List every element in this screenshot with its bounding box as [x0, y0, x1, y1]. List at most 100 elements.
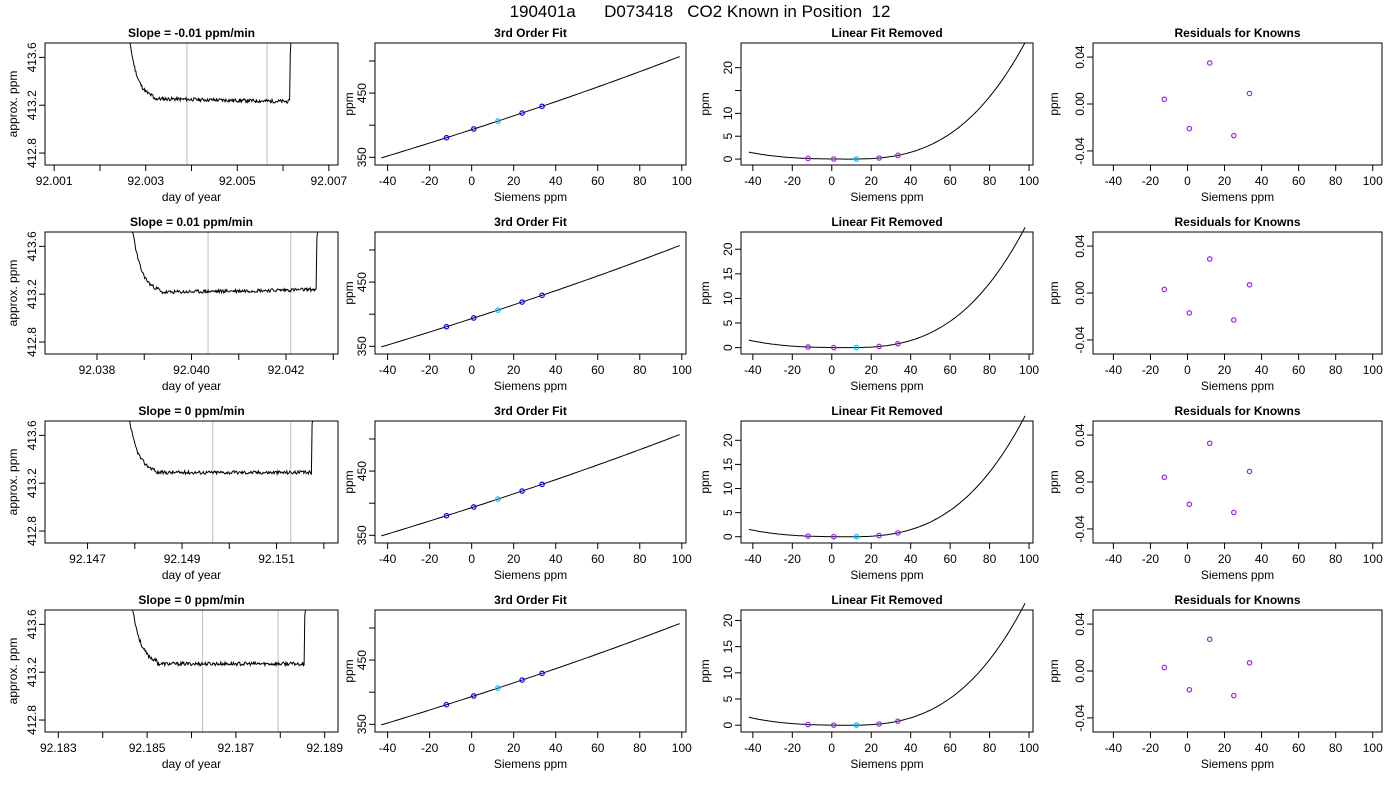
x-axis-label: Siemens ppm [494, 568, 567, 582]
x-axis-label: Siemens ppm [1201, 757, 1274, 771]
data-point [1161, 664, 1168, 671]
panel-title: Linear Fit Removed [831, 26, 942, 40]
y-axis-label: ppm [1047, 470, 1061, 493]
y-tick-label: 0.00 [1073, 92, 1087, 116]
x-tick-label: 92.040 [173, 363, 210, 377]
data-point [830, 344, 837, 351]
x-tick-label: -20 [784, 174, 802, 188]
x-tick-label: -40 [379, 174, 397, 188]
x-axis-label: day of year [162, 757, 221, 771]
panel-title: 3rd Order Fit [494, 26, 567, 40]
y-tick-label: 5 [721, 695, 735, 702]
panel-title: Residuals for Knowns [1174, 593, 1300, 607]
data-point [895, 530, 901, 536]
x-tick-label: 20 [865, 174, 879, 188]
x-tick-label: -20 [421, 363, 439, 377]
y-tick-label: 412.8 [25, 516, 39, 546]
plot-frame [374, 609, 687, 733]
x-tick-label: 80 [1329, 363, 1343, 377]
x-tick-label: 60 [1292, 174, 1306, 188]
data-point [853, 722, 860, 728]
x-tick-label: 100 [1363, 363, 1383, 377]
x-tick-label: -20 [1142, 552, 1160, 566]
x-tick-label: 92.183 [40, 741, 77, 755]
y-tick-label: 15 [721, 640, 735, 654]
data-point [830, 722, 837, 728]
x-tick-label: 80 [983, 174, 997, 188]
x-tick-label: 92.003 [127, 174, 164, 188]
y-tick-label: 0 [721, 722, 735, 729]
y-tick-label: 413.2 [25, 468, 39, 498]
x-tick-label: -20 [784, 363, 802, 377]
y-axis-label: ppm [342, 281, 356, 304]
x-tick-label: -20 [1142, 174, 1160, 188]
y-tick-label: 412.8 [25, 138, 39, 168]
data-point [1246, 468, 1253, 475]
data-point [443, 323, 450, 330]
x-tick-label: 60 [591, 174, 605, 188]
y-tick-label: 350 [355, 525, 369, 545]
x-axis-label: day of year [162, 379, 221, 393]
y-axis-label: ppm [342, 659, 356, 682]
residuals-panel: -40 -20 0 20 40 60 80 100 -0.04 0.00 0.04 Residuals… [1047, 26, 1383, 204]
linfit-panel: -40 -20 0 20 40 60 80 100 0 5 10 15 20 Linear Fit Rem… [698, 404, 1039, 582]
x-tick-label: -40 [379, 741, 397, 755]
x-axis-label: Siemens ppm [494, 190, 567, 204]
plot-frame [44, 609, 339, 733]
y-tick-label: 450 [355, 461, 369, 481]
plot-frame [1092, 420, 1383, 544]
x-tick-label: 80 [633, 363, 647, 377]
y-axis-label: ppm [698, 659, 712, 682]
figure-title: 190401a D073418 CO2 Known in Position 12 [509, 2, 891, 21]
y-tick-label: 0.04 [1073, 234, 1087, 258]
x-tick-label: 20 [1218, 363, 1232, 377]
plot-frame [44, 420, 339, 544]
x-axis-label: Siemens ppm [494, 379, 567, 393]
data-point [495, 118, 501, 124]
data-point [895, 152, 901, 159]
y-tick-label: 412.8 [25, 705, 39, 735]
y-tick-label: 413.6 [25, 609, 39, 639]
panel-title: Slope = 0.01 ppm/min [130, 215, 253, 229]
x-tick-label: 40 [904, 363, 918, 377]
panel-title: Linear Fit Removed [831, 215, 942, 229]
y-tick-label: -0.04 [1073, 515, 1087, 543]
y-tick-label: 20 [721, 613, 735, 627]
y-tick-label: 15 [721, 457, 735, 471]
fit-panel: -40 -20 0 20 40 60 80 100 350 450 3rd Order Fit Sie… [342, 593, 692, 771]
x-tick-label: -40 [1105, 363, 1123, 377]
data-point [895, 340, 901, 347]
x-tick-label: 0 [828, 741, 835, 755]
x-tick-label: 60 [1292, 552, 1306, 566]
x-tick-label: 92.185 [129, 741, 166, 755]
x-tick-label: 80 [983, 552, 997, 566]
ppm-trace [125, 231, 320, 295]
panel-title: 3rd Order Fit [494, 593, 567, 607]
data-point [539, 292, 545, 299]
residual-curve [748, 42, 1026, 160]
x-tick-label: 80 [633, 552, 647, 566]
data-point [1186, 686, 1193, 693]
y-tick-label: 0.04 [1073, 612, 1087, 636]
x-tick-label: 92.151 [258, 552, 295, 566]
x-tick-label: 0 [1184, 363, 1191, 377]
y-tick-label: 0 [721, 155, 735, 162]
data-point [1230, 132, 1237, 139]
x-tick-label: -40 [1105, 552, 1123, 566]
data-point [876, 532, 882, 539]
data-point [1161, 474, 1168, 481]
data-point [1230, 692, 1237, 699]
y-tick-label: 350 [355, 336, 369, 356]
y-tick-label: 5 [721, 509, 735, 516]
y-tick-label: 413.2 [25, 657, 39, 687]
x-axis-label: Siemens ppm [1201, 379, 1274, 393]
x-axis-label: day of year [162, 190, 221, 204]
y-tick-label: 413.6 [25, 42, 39, 72]
y-tick-label: 0.04 [1073, 45, 1087, 69]
data-point [519, 488, 525, 494]
x-tick-label: 60 [1292, 363, 1306, 377]
plot-frame [740, 609, 1034, 733]
x-tick-label: 0 [468, 552, 475, 566]
y-axis-label: ppm [1047, 659, 1061, 682]
x-tick-label: 100 [1019, 741, 1039, 755]
